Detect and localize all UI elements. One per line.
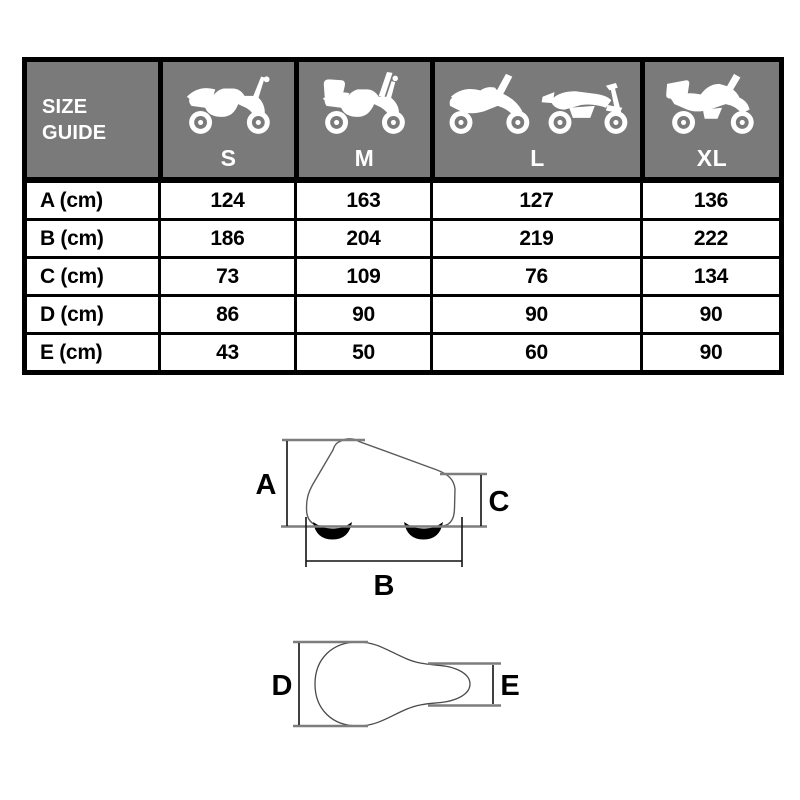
value-a-l: 127 bbox=[433, 183, 640, 218]
icon-box-m bbox=[299, 62, 430, 147]
dim-label-d: D bbox=[272, 670, 293, 702]
cover-side-view-drawing: A B C bbox=[256, 438, 510, 598]
icon-box-xl bbox=[645, 62, 779, 147]
value-d-s: 86 bbox=[161, 297, 294, 332]
row-label-b: B (cm) bbox=[27, 221, 158, 256]
value-b-s: 186 bbox=[161, 221, 294, 256]
value-e-m: 50 bbox=[297, 335, 430, 370]
value-e-l: 60 bbox=[433, 335, 640, 370]
cover-top-outline bbox=[314, 641, 471, 727]
dim-label-c: C bbox=[489, 486, 510, 518]
value-c-xl: 134 bbox=[643, 259, 779, 294]
header-cell-size-l: L bbox=[433, 62, 640, 180]
size-guide-title: SIZE GUIDE bbox=[42, 95, 107, 144]
dim-label-b: B bbox=[374, 570, 395, 598]
right-wheel-icon bbox=[404, 522, 443, 540]
scooter-windscreen-topbox-icon bbox=[322, 71, 405, 134]
row-label-a: A (cm) bbox=[27, 183, 158, 218]
value-c-s: 73 bbox=[161, 259, 294, 294]
cover-outline bbox=[305, 438, 456, 528]
small-scooter-icon bbox=[186, 75, 270, 134]
value-d-m: 90 bbox=[297, 297, 430, 332]
value-a-m: 163 bbox=[297, 183, 430, 218]
value-b-xl: 222 bbox=[643, 221, 779, 256]
maxi-scooter-and-naked-motorcycle-icon bbox=[449, 73, 627, 134]
cover-top-view-diagram: D E bbox=[258, 628, 522, 744]
left-wheel-icon bbox=[313, 522, 352, 540]
dim-label-a: A bbox=[256, 469, 277, 501]
header-cell-size-s: S bbox=[161, 62, 294, 180]
cover-top-view-drawing: D E bbox=[272, 640, 520, 728]
value-d-xl: 90 bbox=[643, 297, 779, 332]
value-a-s: 124 bbox=[161, 183, 294, 218]
value-a-xl: 136 bbox=[643, 183, 779, 218]
row-label-d: D (cm) bbox=[27, 297, 158, 332]
size-label-s: S bbox=[220, 145, 237, 171]
adventure-motorcycle-topcase-icon bbox=[666, 73, 754, 134]
size-guide-table: SIZE GUIDE S bbox=[22, 57, 784, 375]
header-cell-size-xl: XL bbox=[643, 62, 779, 180]
dim-label-e: E bbox=[500, 670, 519, 702]
size-label-xl: XL bbox=[696, 145, 728, 171]
header-cell-size-m: M bbox=[297, 62, 430, 180]
size-label-m: M bbox=[354, 145, 375, 171]
value-e-s: 43 bbox=[161, 335, 294, 370]
value-b-m: 204 bbox=[297, 221, 430, 256]
row-label-e: E (cm) bbox=[27, 335, 158, 370]
value-b-l: 219 bbox=[433, 221, 640, 256]
value-d-l: 90 bbox=[433, 297, 640, 332]
row-label-c: C (cm) bbox=[27, 259, 158, 294]
value-c-l: 76 bbox=[433, 259, 640, 294]
cover-side-view-diagram: A B C bbox=[250, 428, 520, 598]
size-guide-title-cell: SIZE GUIDE bbox=[27, 62, 158, 180]
value-c-m: 109 bbox=[297, 259, 430, 294]
icon-box-s bbox=[163, 62, 294, 147]
icon-box-l bbox=[435, 62, 640, 147]
size-label-l: L bbox=[530, 145, 545, 171]
value-e-xl: 90 bbox=[643, 335, 779, 370]
